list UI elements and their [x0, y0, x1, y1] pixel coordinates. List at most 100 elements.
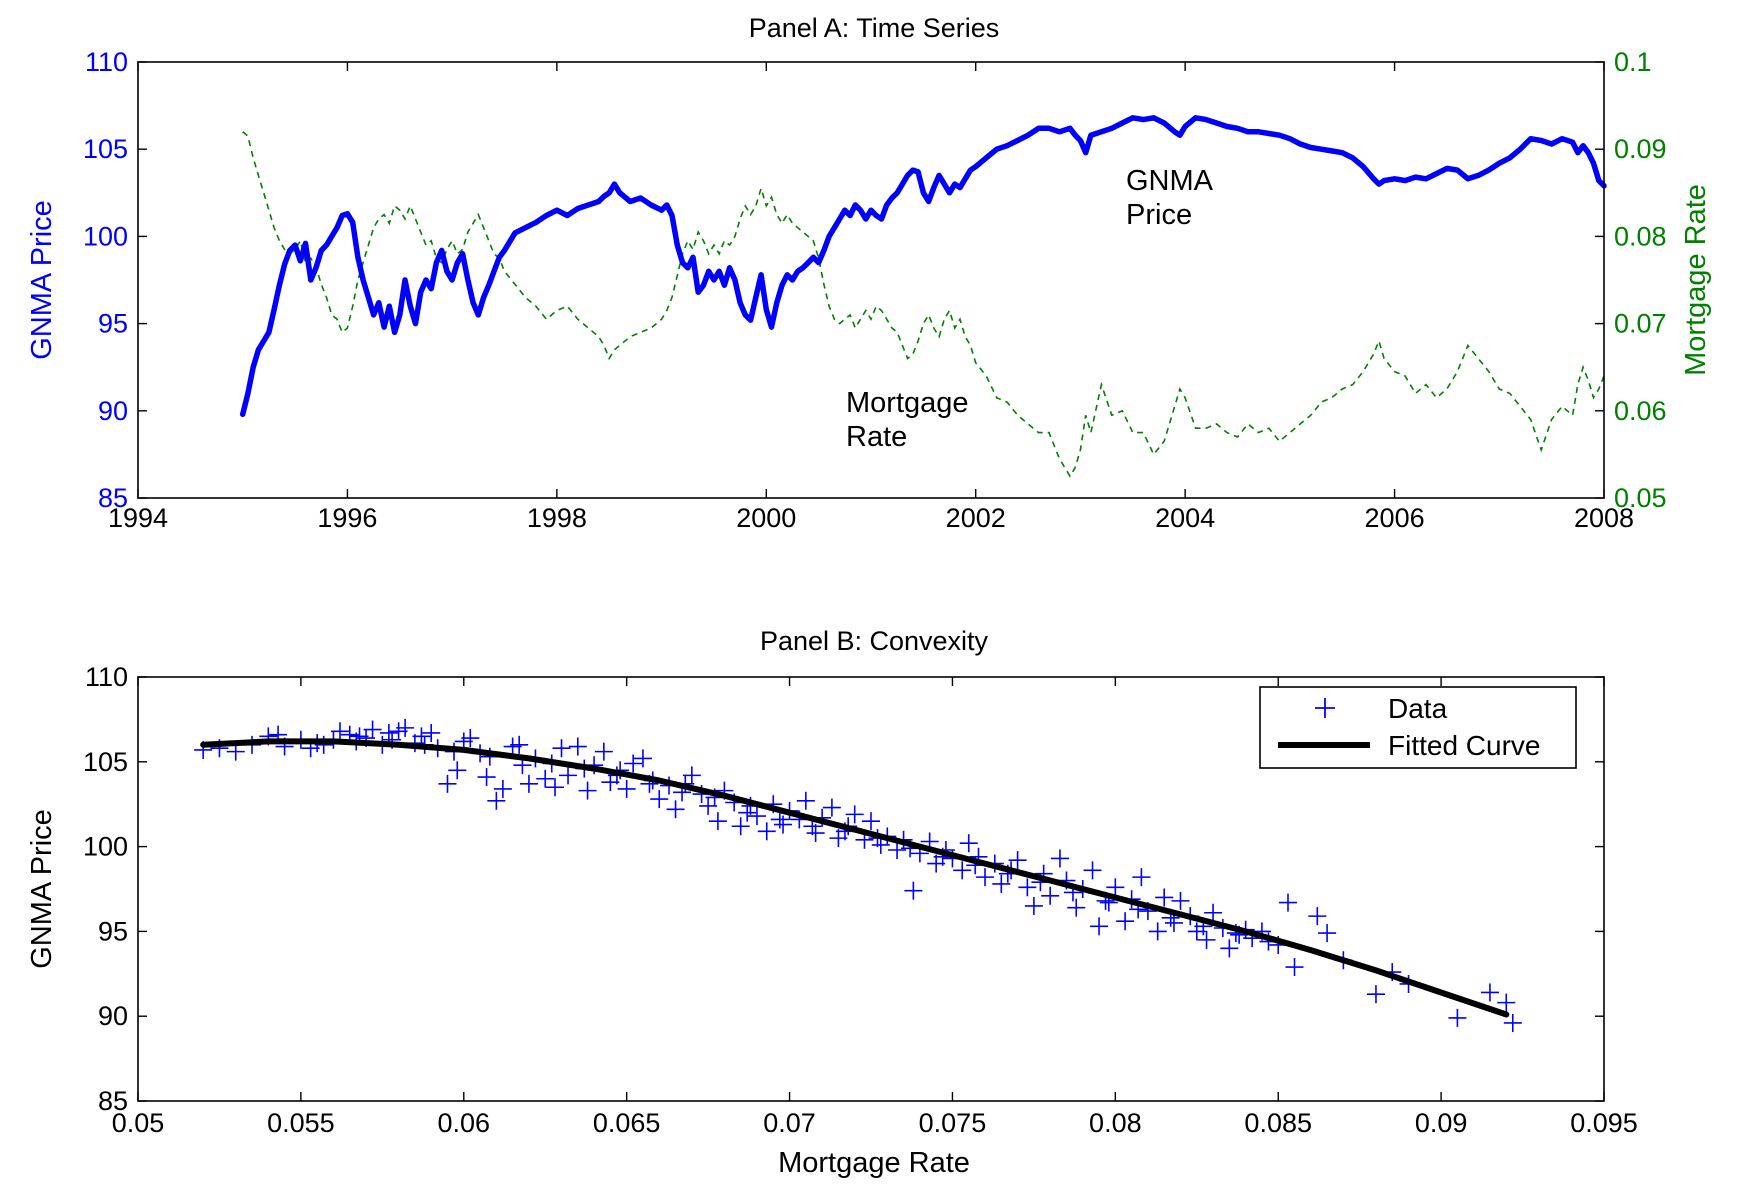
panel-a-right-y-tick-label: 0.09 — [1614, 134, 1667, 164]
panel-b-x-tick-label: 0.07 — [763, 1108, 816, 1138]
data-point — [822, 798, 841, 817]
panel-a-x-tick-label: 2006 — [1365, 503, 1425, 533]
data-point — [396, 718, 415, 737]
data-point — [976, 868, 995, 887]
panel-b-x-tick-label: 0.055 — [267, 1108, 335, 1138]
panel-b-y-tick-label: 95 — [98, 916, 128, 946]
data-point — [633, 749, 652, 768]
data-point — [568, 737, 587, 756]
data-point — [1278, 893, 1297, 912]
data-point — [888, 840, 907, 859]
panel-a-x-tick-label: 2004 — [1155, 503, 1215, 533]
annotation-mortgage-rate-line-2: Rate — [846, 421, 907, 453]
data-point — [774, 815, 793, 834]
data-point — [1024, 896, 1043, 915]
panel-b-x-tick-label: 0.065 — [593, 1108, 661, 1138]
panel-a-left-y-tick-label: 85 — [98, 483, 128, 513]
annotation-gnma-price-line-1: GNMA — [1126, 165, 1214, 197]
data-point — [953, 861, 972, 880]
panel-a-left-y-tick-label: 90 — [98, 396, 128, 426]
annotation-mortgage-rate: Mortgage Rate — [846, 387, 977, 453]
data-point — [738, 803, 757, 822]
panel-b-x-tick-label: 0.09 — [1415, 1108, 1468, 1138]
data-point — [487, 791, 506, 810]
panel-b-y-tick-label: 90 — [98, 1001, 128, 1031]
panel-a-right-y-tick-label: 0.08 — [1614, 221, 1667, 251]
panel-b-y-tick-label: 85 — [98, 1086, 128, 1116]
data-point — [1308, 907, 1327, 926]
panel-b-y-axis-label: GNMA Price — [26, 809, 58, 969]
data-point — [708, 812, 727, 831]
data-point — [536, 769, 555, 788]
annotation-gnma-price-line-2: Price — [1126, 199, 1192, 231]
panel-b-title: Panel B: Convexity — [760, 626, 989, 656]
panel-a-left-y-tick-label: 100 — [83, 221, 128, 251]
panel-a-left-y-tick-label: 110 — [85, 47, 128, 77]
data-point — [1067, 898, 1086, 917]
data-point — [363, 720, 382, 739]
data-point — [578, 781, 597, 800]
data-point — [1106, 878, 1125, 897]
panel-a-right-y-tick-label: 0.05 — [1614, 483, 1667, 513]
data-point — [510, 735, 529, 754]
data-point — [1497, 993, 1516, 1012]
data-point — [1480, 983, 1499, 1002]
data-point — [682, 766, 701, 785]
data-point — [519, 774, 538, 793]
data-point — [1041, 886, 1060, 905]
panel-b-x-tick-label: 0.075 — [919, 1108, 987, 1138]
panel-b-x-tick-label: 0.085 — [1244, 1108, 1312, 1138]
data-point — [461, 729, 480, 748]
data-point — [624, 754, 643, 773]
panel-a-x-tick-label: 2008 — [1574, 503, 1634, 533]
panel-a-x-tick-label: 2002 — [946, 503, 1006, 533]
panel-a-x-tick-label: 1996 — [317, 503, 377, 533]
data-point — [1220, 939, 1239, 958]
fitted-curve-line — [200, 738, 1510, 1018]
data-point — [617, 779, 636, 798]
data-point — [1366, 985, 1385, 1004]
data-point — [1197, 930, 1216, 949]
panel-b-y-tick-label: 110 — [85, 662, 128, 692]
data-point — [545, 778, 564, 797]
panel-a-plot-frame — [137, 61, 1605, 499]
data-point — [1008, 851, 1027, 870]
data-point — [1018, 878, 1037, 897]
panel-b-y-tick-label: 100 — [83, 832, 128, 862]
panel-a-left-y-tick-label: 95 — [98, 309, 128, 339]
data-point — [1204, 903, 1223, 922]
data-point — [594, 742, 613, 761]
annotation-mortgage-rate-line-1: Mortgage — [846, 387, 969, 419]
data-point — [477, 768, 496, 787]
data-point — [330, 722, 349, 741]
data-point — [770, 810, 789, 829]
panel-a-x-tick-label: 1994 — [108, 503, 168, 533]
annotation-gnma-price: GNMA Price — [1126, 165, 1219, 231]
panel-b-plot-frame — [137, 676, 1605, 1102]
data-point — [747, 807, 766, 826]
data-point — [438, 774, 457, 793]
data-point — [412, 727, 431, 746]
legend-fitted-curve-label: Fitted Curve — [1388, 730, 1541, 761]
legend-data-label: Data — [1388, 693, 1448, 724]
legend-data-marker — [1315, 698, 1335, 718]
panel-a-right-axis-label: Mortgage Rate — [1680, 184, 1712, 376]
data-point — [1090, 917, 1109, 936]
data-point — [650, 790, 669, 809]
legend-box — [1259, 686, 1577, 769]
data-point — [757, 822, 776, 841]
data-point — [1318, 924, 1337, 943]
data-point — [1171, 891, 1190, 910]
data-point — [1448, 1008, 1467, 1027]
panel-a-right-y-tick-label: 0.07 — [1614, 309, 1667, 339]
panel-a-series — [239, 115, 1607, 478]
data-point — [552, 739, 571, 758]
panel-a-x-tick-label: 2000 — [736, 503, 796, 533]
panel-a-time-series: Panel A: Time Series 1994 1996 1998 2000 200… — [26, 13, 1712, 533]
data-point — [1116, 912, 1135, 931]
data-point — [1148, 922, 1167, 941]
data-point — [796, 791, 815, 810]
panel-b-series — [194, 718, 1522, 1032]
data-point — [1503, 1013, 1522, 1032]
